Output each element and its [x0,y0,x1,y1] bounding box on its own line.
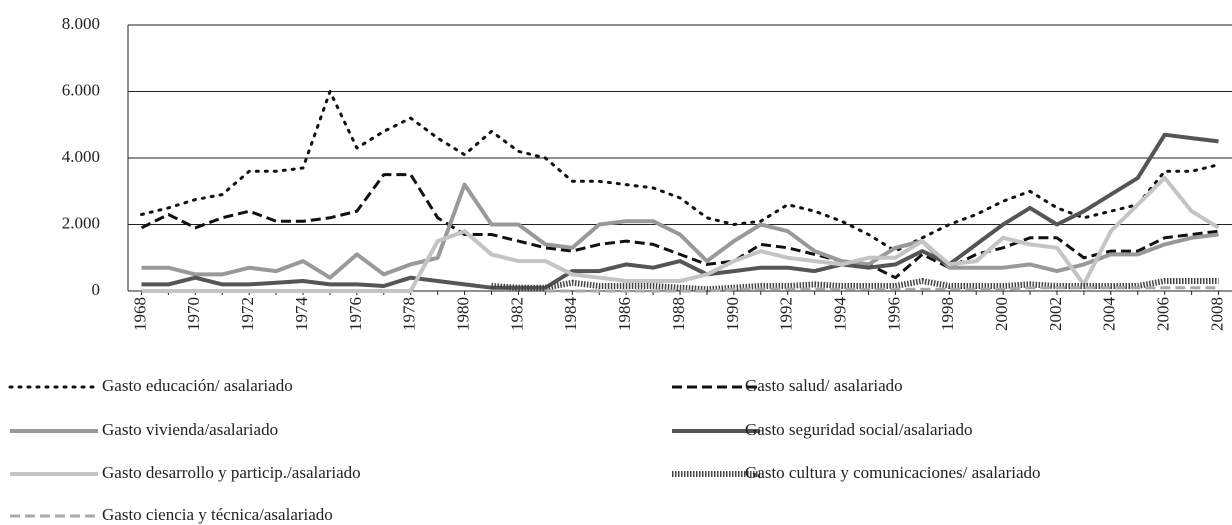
x-tick-label: 1996 [884,297,903,331]
x-tick-label: 2008 [1207,297,1226,331]
x-tick-label: 1974 [292,297,311,332]
x-tick-label: 1976 [346,297,365,331]
y-tick-label: 0 [92,280,101,299]
x-tick-label: 1994 [830,297,849,332]
legend-label: Gasto educación/ asalariado [102,376,293,395]
legend-label: Gasto desarrollo y particip./asalariado [102,463,361,482]
x-tick-label: 1986 [615,297,634,331]
x-tick-label: 1992 [777,297,796,331]
x-tick-label: 1988 [669,297,688,331]
x-tick-label: 2000 [992,297,1011,331]
series-line [140,90,1220,253]
y-tick-label: 4.000 [62,147,100,166]
series-line [140,173,1219,280]
y-tick-label: 2.000 [62,213,100,232]
x-tick-label: 1970 [184,297,203,331]
x-tick-label: 2002 [1046,297,1065,331]
legend-label: Gasto cultura y comunicaciones/ asalaria… [745,463,1041,482]
x-tick-label: 1984 [561,297,580,332]
x-tick-label: 1968 [130,297,149,331]
series-line [141,175,1220,293]
x-tick-label: 1980 [453,297,472,331]
legend-label: Gasto seguridad social/asalariado [745,420,973,439]
x-tick-label: 1998 [938,297,957,331]
y-tick-label: 8.000 [62,14,100,33]
y-tick-label: 6.000 [62,80,100,99]
series-line [141,132,1219,290]
x-tick-label: 2006 [1154,297,1173,331]
legend-label: Gasto ciencia y técnica/asalariado [102,505,333,524]
series-line [141,182,1219,280]
series-line [545,286,1219,293]
legend-label: Gasto vivienda/asalariado [102,420,278,439]
legend-label: Gasto salud/ asalariado [745,376,903,395]
x-tick-label: 2004 [1100,297,1119,332]
x-tick-label: 1982 [507,297,526,331]
x-tick-label: 1972 [238,297,257,331]
x-tick-label: 1978 [400,297,419,331]
x-tick-label: 1990 [723,297,742,331]
